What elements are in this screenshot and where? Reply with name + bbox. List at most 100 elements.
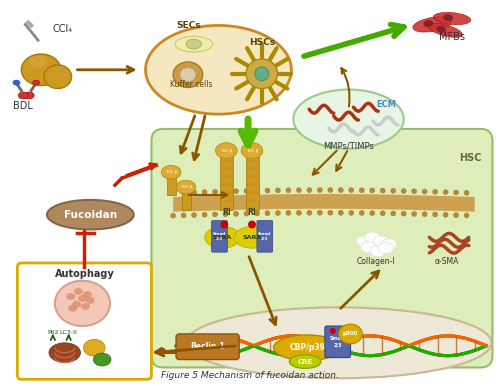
FancyBboxPatch shape bbox=[212, 220, 228, 252]
Ellipse shape bbox=[454, 190, 458, 195]
Ellipse shape bbox=[424, 20, 434, 27]
Text: BDL: BDL bbox=[14, 101, 33, 111]
Ellipse shape bbox=[55, 281, 110, 326]
Ellipse shape bbox=[296, 210, 302, 215]
Ellipse shape bbox=[296, 188, 302, 193]
Ellipse shape bbox=[265, 211, 270, 216]
Text: p300: p300 bbox=[343, 332, 358, 337]
Ellipse shape bbox=[248, 220, 256, 229]
Text: TGF-β: TGF-β bbox=[165, 170, 177, 174]
Ellipse shape bbox=[380, 211, 385, 216]
FancyArrowPatch shape bbox=[312, 151, 336, 174]
Ellipse shape bbox=[274, 335, 340, 361]
Ellipse shape bbox=[246, 59, 278, 88]
Text: Smad
2/3: Smad 2/3 bbox=[258, 232, 272, 240]
Ellipse shape bbox=[390, 211, 396, 216]
Text: Figure 5 Mechanism of fucoidan action.: Figure 5 Mechanism of fucoidan action. bbox=[161, 371, 339, 380]
Ellipse shape bbox=[173, 62, 203, 88]
Ellipse shape bbox=[22, 54, 61, 86]
Text: Fucoidan: Fucoidan bbox=[64, 210, 117, 220]
Text: Beclin-1: Beclin-1 bbox=[190, 342, 225, 351]
Ellipse shape bbox=[186, 307, 492, 378]
Ellipse shape bbox=[254, 188, 260, 193]
FancyArrowPatch shape bbox=[304, 25, 404, 56]
Text: MMPs/TIMPs: MMPs/TIMPs bbox=[323, 142, 374, 151]
Ellipse shape bbox=[307, 210, 312, 215]
Ellipse shape bbox=[49, 343, 80, 362]
Ellipse shape bbox=[192, 190, 196, 195]
Ellipse shape bbox=[175, 36, 212, 52]
Ellipse shape bbox=[83, 291, 92, 298]
Ellipse shape bbox=[186, 39, 202, 49]
Ellipse shape bbox=[318, 188, 322, 193]
FancyBboxPatch shape bbox=[176, 334, 239, 360]
Ellipse shape bbox=[170, 191, 175, 195]
Ellipse shape bbox=[176, 180, 196, 194]
Ellipse shape bbox=[286, 210, 291, 215]
Text: RI: RI bbox=[248, 208, 256, 217]
Ellipse shape bbox=[422, 189, 427, 194]
FancyArrowPatch shape bbox=[342, 68, 349, 107]
Text: CCl₄: CCl₄ bbox=[53, 24, 73, 34]
Ellipse shape bbox=[254, 211, 260, 216]
Ellipse shape bbox=[276, 211, 280, 215]
Ellipse shape bbox=[338, 324, 362, 344]
Ellipse shape bbox=[318, 210, 322, 215]
Text: Kuffer cells: Kuffer cells bbox=[170, 80, 212, 88]
Ellipse shape bbox=[72, 301, 81, 308]
Ellipse shape bbox=[294, 90, 404, 149]
Text: TGF-β: TGF-β bbox=[246, 149, 258, 152]
Ellipse shape bbox=[170, 213, 175, 218]
Ellipse shape bbox=[454, 213, 458, 218]
FancyArrowPatch shape bbox=[249, 257, 276, 325]
Text: P62: P62 bbox=[47, 330, 58, 335]
Bar bbox=[167, 170, 176, 195]
Ellipse shape bbox=[68, 305, 77, 312]
Ellipse shape bbox=[432, 212, 438, 217]
Ellipse shape bbox=[422, 212, 427, 217]
Ellipse shape bbox=[338, 188, 344, 193]
Bar bbox=[220, 149, 233, 210]
FancyArrowPatch shape bbox=[336, 151, 347, 171]
FancyArrowPatch shape bbox=[156, 346, 236, 355]
Ellipse shape bbox=[390, 188, 396, 193]
Ellipse shape bbox=[370, 211, 374, 215]
Text: Smad
2/3: Smad 2/3 bbox=[213, 232, 226, 240]
Text: MFBs: MFBs bbox=[439, 32, 465, 42]
Text: TGF-β: TGF-β bbox=[220, 149, 232, 152]
Bar bbox=[182, 185, 191, 210]
Text: Autophagy: Autophagy bbox=[54, 269, 114, 279]
Ellipse shape bbox=[428, 24, 462, 37]
Ellipse shape bbox=[413, 17, 452, 32]
Polygon shape bbox=[173, 194, 474, 212]
Text: ECM: ECM bbox=[376, 100, 396, 109]
Text: LC3-II: LC3-II bbox=[60, 330, 78, 335]
Ellipse shape bbox=[162, 166, 181, 179]
Text: SECs: SECs bbox=[176, 21, 201, 30]
Text: RI: RI bbox=[222, 208, 230, 217]
Bar bbox=[246, 149, 259, 210]
Ellipse shape bbox=[370, 188, 374, 193]
Ellipse shape bbox=[146, 25, 292, 114]
Ellipse shape bbox=[464, 190, 469, 195]
Ellipse shape bbox=[244, 211, 249, 216]
Ellipse shape bbox=[192, 213, 196, 217]
Ellipse shape bbox=[436, 26, 446, 33]
Ellipse shape bbox=[412, 212, 416, 217]
Text: SARA: SARA bbox=[242, 235, 262, 240]
Ellipse shape bbox=[364, 232, 380, 243]
Ellipse shape bbox=[94, 353, 111, 366]
Ellipse shape bbox=[212, 189, 218, 194]
Ellipse shape bbox=[220, 220, 228, 229]
Ellipse shape bbox=[443, 212, 448, 217]
Text: Collagen-I: Collagen-I bbox=[357, 257, 396, 266]
FancyArrowPatch shape bbox=[340, 271, 379, 308]
Ellipse shape bbox=[330, 328, 336, 334]
Ellipse shape bbox=[443, 14, 453, 21]
Ellipse shape bbox=[13, 80, 20, 85]
Ellipse shape bbox=[381, 239, 397, 250]
Ellipse shape bbox=[307, 188, 312, 193]
Text: CBP/p39: CBP/p39 bbox=[289, 343, 325, 352]
Ellipse shape bbox=[380, 188, 385, 193]
Ellipse shape bbox=[66, 293, 75, 300]
